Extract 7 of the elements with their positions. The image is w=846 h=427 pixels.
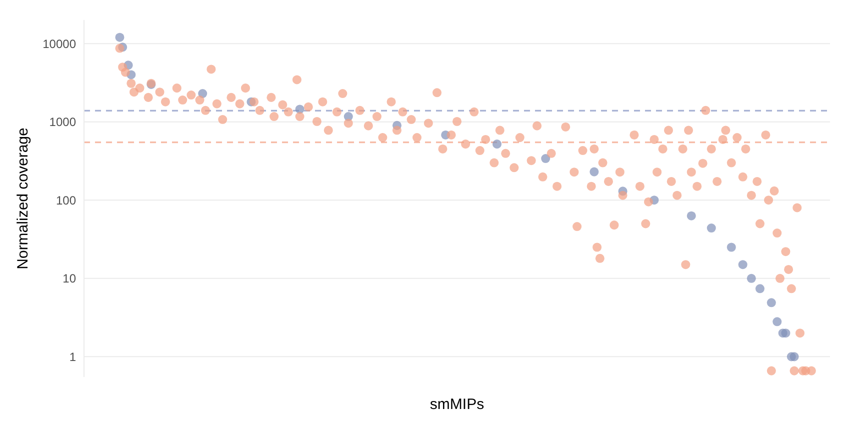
y-tick-label: 1000	[49, 115, 76, 130]
y-tick-label: 10	[62, 272, 76, 286]
y-tick-label: 1	[69, 350, 76, 364]
y-tick-label: 10000	[42, 36, 76, 51]
y-axis-title: Normalized coverage	[14, 128, 32, 270]
y-tick-label: 100	[56, 193, 76, 208]
x-axis-title: smMIPs	[430, 396, 484, 413]
